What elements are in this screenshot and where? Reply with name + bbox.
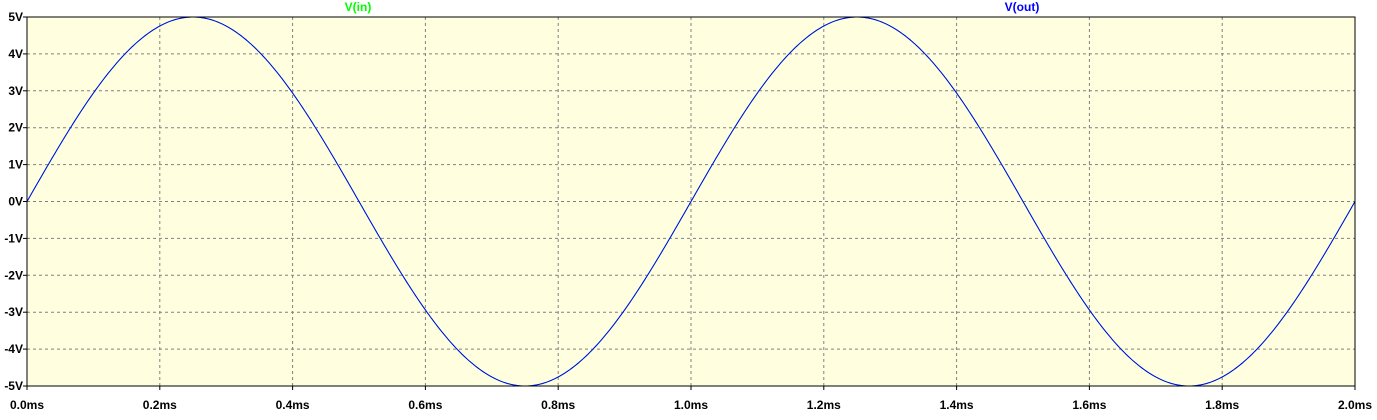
legend-label-vout[interactable]: V(out) xyxy=(1005,0,1040,14)
x-tick-label: 0.0ms xyxy=(10,398,44,412)
x-tick-label: 1.2ms xyxy=(807,398,841,412)
x-tick-label: 1.6ms xyxy=(1072,398,1106,412)
y-tick-label: -2V xyxy=(4,268,23,282)
y-tick-label: 4V xyxy=(8,47,23,61)
x-tick-label: 0.6ms xyxy=(408,398,442,412)
y-tick-label: 5V xyxy=(8,10,23,24)
y-tick-label: 0V xyxy=(8,195,23,209)
y-tick-label: 1V xyxy=(8,158,23,172)
y-tick-label: -5V xyxy=(4,379,23,393)
x-tick-label: 1.8ms xyxy=(1205,398,1239,412)
y-tick-label: 2V xyxy=(8,121,23,135)
x-tick-label: 1.4ms xyxy=(940,398,974,412)
y-tick-label: -1V xyxy=(4,231,23,245)
grid xyxy=(27,17,1355,386)
series-layer xyxy=(26,16,1356,387)
x-tick-label: 0.2ms xyxy=(143,398,177,412)
x-tick-label: 1.0ms xyxy=(674,398,708,412)
axis-ticks: 0.0ms 0.2ms 0.4ms 0.6ms 0.8ms 1.0ms 1.2ms 1.4ms… xyxy=(4,10,1372,412)
y-tick-label: -4V xyxy=(4,342,23,356)
legend: V(in) V(out) xyxy=(345,0,1040,14)
x-tick-label: 0.8ms xyxy=(541,398,575,412)
series-line-vout xyxy=(26,16,1356,387)
x-tick-label: 2.0ms xyxy=(1338,398,1372,412)
y-tick-label: -3V xyxy=(4,305,23,319)
y-tick-label: 3V xyxy=(8,84,23,98)
legend-label-vin[interactable]: V(in) xyxy=(345,0,372,14)
x-tick-label: 0.4ms xyxy=(276,398,310,412)
